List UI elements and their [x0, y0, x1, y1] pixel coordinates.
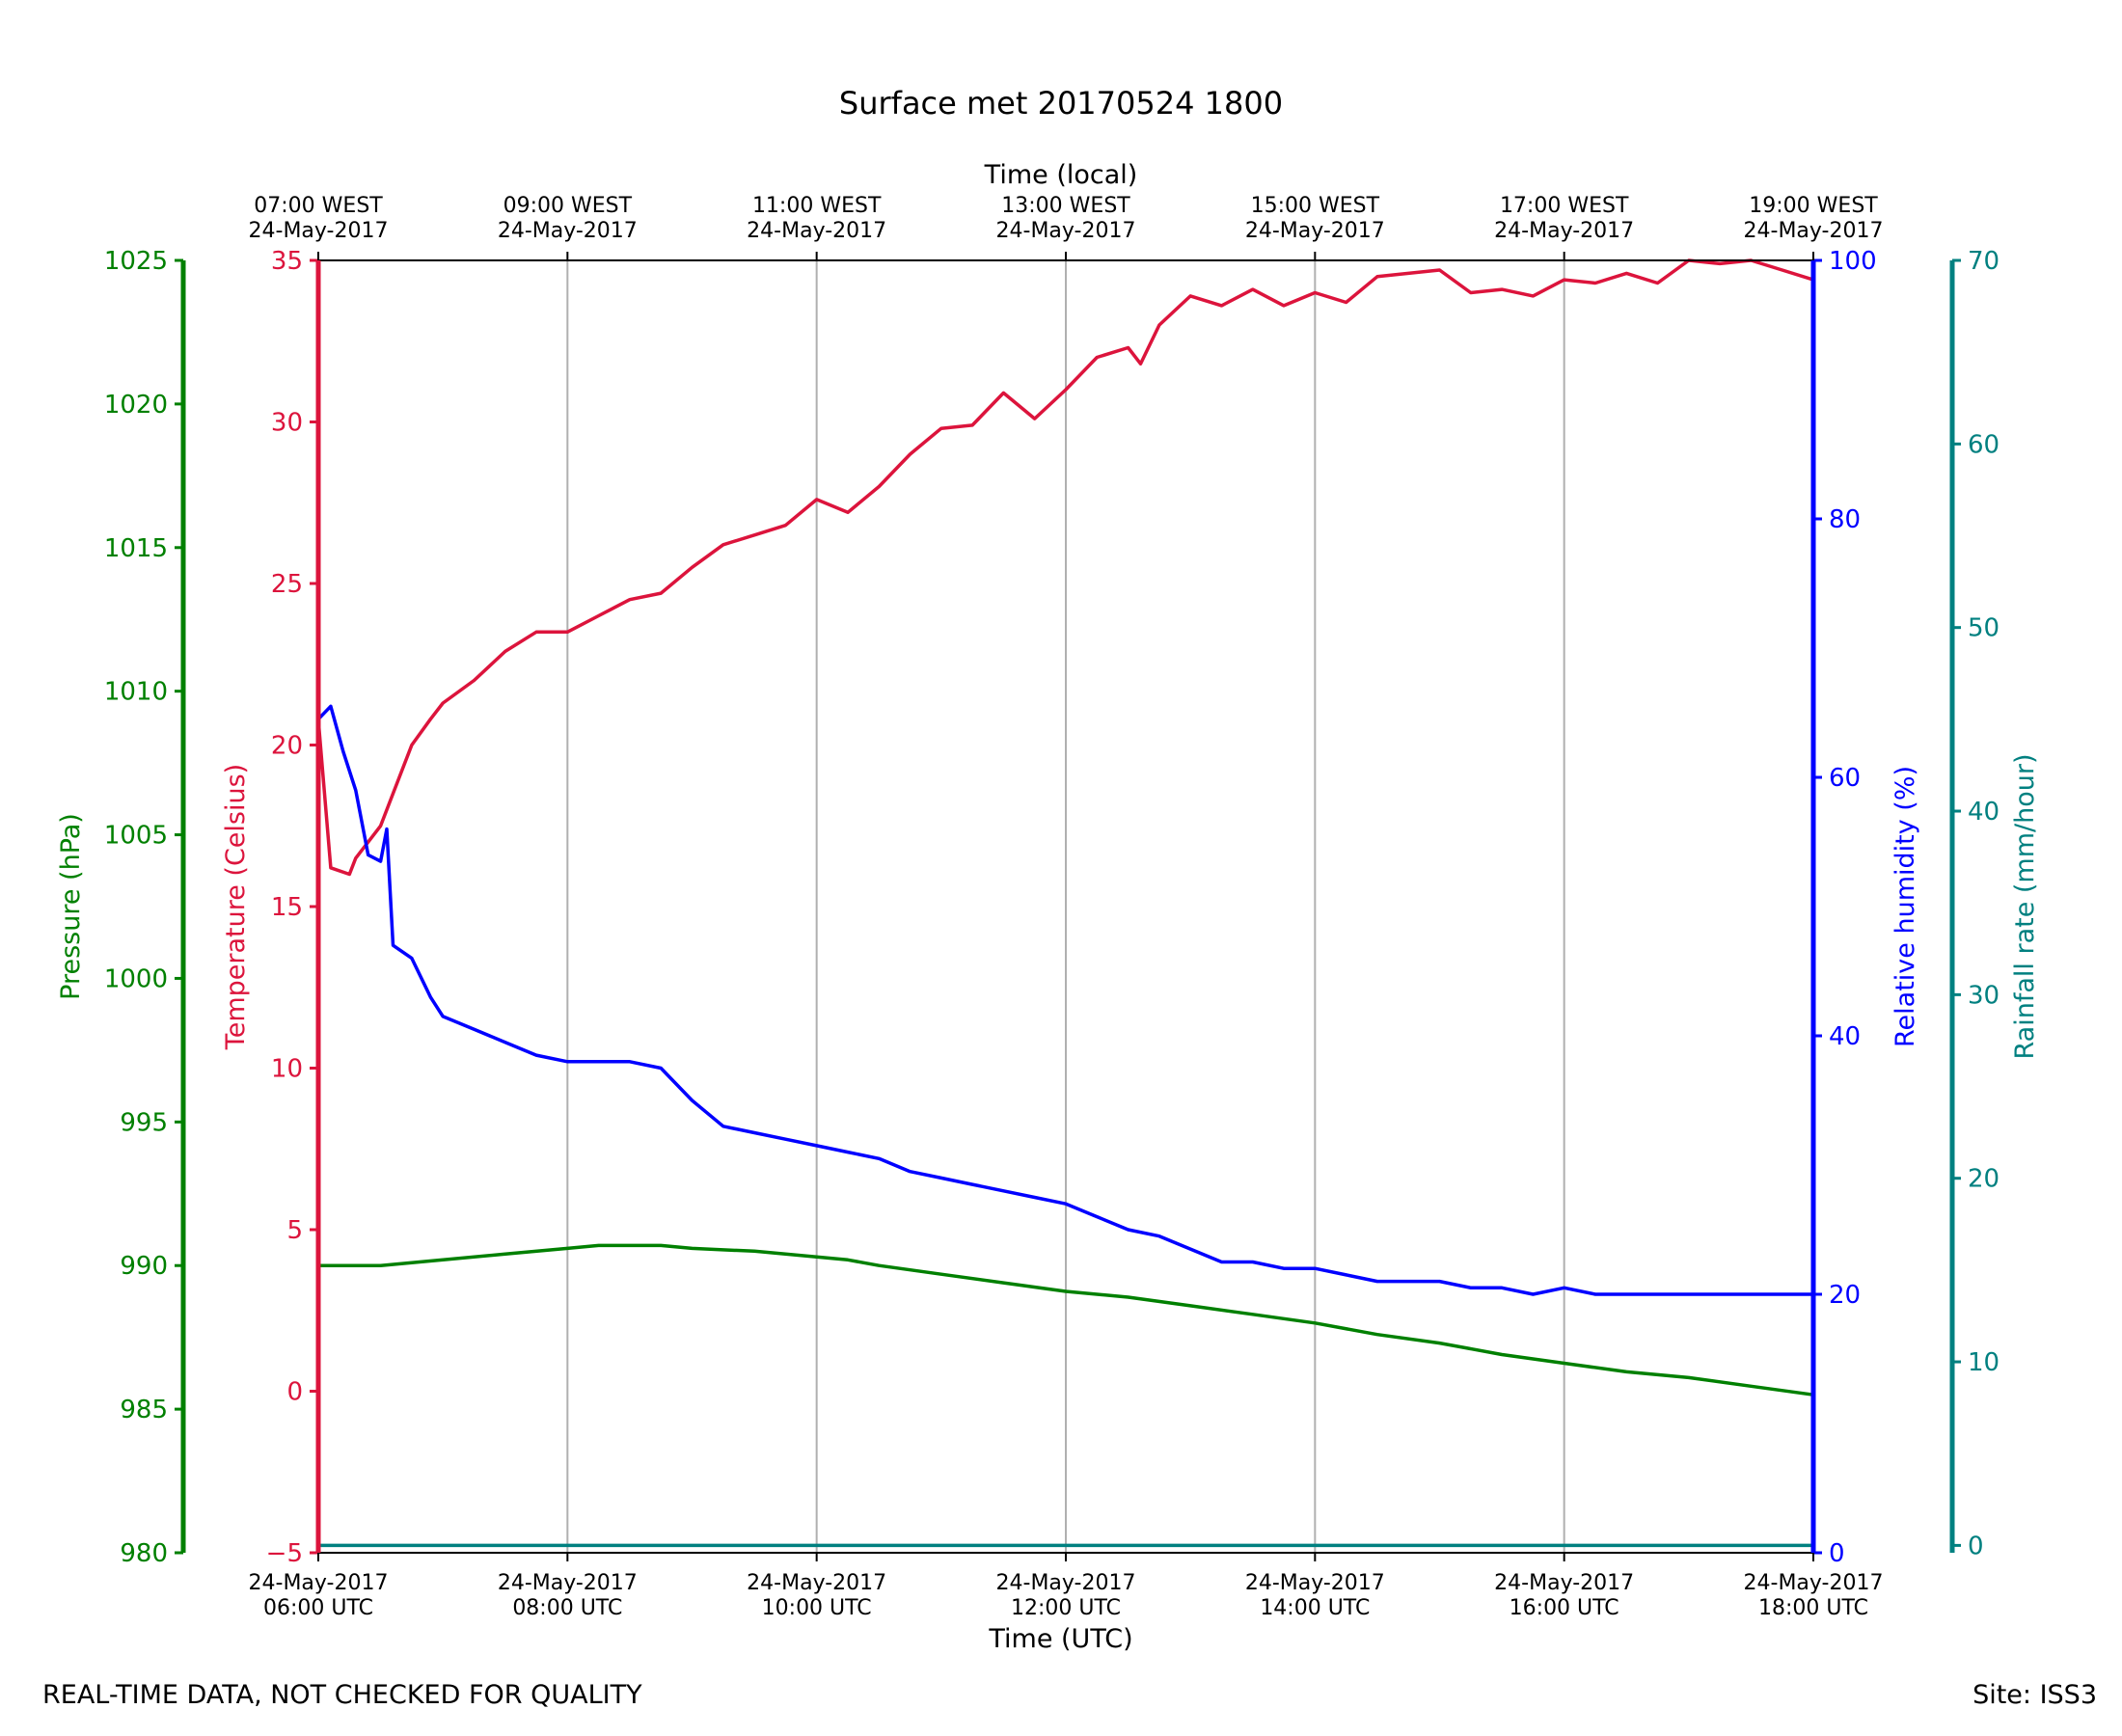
temperature-tick-label: −5: [266, 1539, 303, 1568]
temperature-tick-label: 15: [271, 893, 303, 922]
x-tick-label-date: 24-May-2017: [1744, 1571, 1884, 1595]
rainfall-tick-label: 70: [1968, 247, 2000, 276]
x-top-label-date: 24-May-2017: [249, 219, 389, 243]
x-tick-label-time: 12:00 UTC: [1011, 1596, 1121, 1620]
temperature-tick-label: 35: [271, 247, 303, 276]
gridlines: [566, 260, 1565, 1553]
pressure-tick-label: 980: [120, 1539, 168, 1568]
rainfall-tick-label: 20: [1968, 1165, 2000, 1194]
rainfall-tick-label: 50: [1968, 614, 2000, 643]
x-tick-label-time: 18:00 UTC: [1758, 1596, 1868, 1620]
x-top-label-time: 15:00 WEST: [1251, 194, 1380, 218]
rainfall-tick-label: 40: [1968, 798, 2000, 827]
pressure-tick-label: 1020: [104, 391, 168, 420]
bottom-axis-label: Time (UTC): [988, 1624, 1132, 1654]
rainfall-tick-label: 30: [1968, 981, 2000, 1010]
x-tick-label-time: 10:00 UTC: [762, 1596, 872, 1620]
x-tick-label-time: 06:00 UTC: [263, 1596, 373, 1620]
x-top-label-date: 24-May-2017: [1245, 219, 1385, 243]
temperature-tick-label: 5: [286, 1216, 303, 1245]
x-tick-label-time: 14:00 UTC: [1260, 1596, 1370, 1620]
x-top-label-time: 07:00 WEST: [254, 194, 383, 218]
x-top-label-time: 09:00 WEST: [503, 194, 633, 218]
x-top-label-date: 24-May-2017: [747, 219, 886, 243]
x-tick-label-date: 24-May-2017: [1245, 1571, 1385, 1595]
x-top-label-date: 24-May-2017: [1744, 219, 1884, 243]
axes-layer: 980985990995100010051010101510201025−505…: [104, 247, 2000, 1568]
site-label: Site: ISS3: [1972, 1680, 2097, 1710]
humidity-tick-label: 20: [1829, 1281, 1861, 1310]
temperature-tick-label: 20: [271, 732, 303, 761]
temperature-tick-label: 10: [271, 1055, 303, 1084]
x-tick-label-date: 24-May-2017: [249, 1571, 389, 1595]
series-layer: [316, 258, 1814, 1548]
x-top-label-time: 11:00 WEST: [752, 194, 882, 218]
pressure-axis-label: Pressure (hPa): [56, 813, 86, 1000]
rainfall-tick-label: 0: [1968, 1532, 1984, 1560]
x-top-label-time: 13:00 WEST: [1001, 194, 1130, 218]
x-tick-label-date: 24-May-2017: [996, 1571, 1136, 1595]
pressure-tick-label: 1005: [104, 822, 168, 851]
humidity-axis-label: Relative humidity (%): [1891, 766, 1920, 1047]
pressure-tick-label: 1000: [104, 964, 168, 993]
humidity-tick-label: 80: [1829, 505, 1861, 534]
x-top-label-time: 19:00 WEST: [1749, 194, 1878, 218]
x-top-label-date: 24-May-2017: [1494, 219, 1634, 243]
temperature-tick-label: 30: [271, 409, 303, 438]
x-tick-label-time: 16:00 UTC: [1510, 1596, 1619, 1620]
x-top-label-date: 24-May-2017: [996, 219, 1136, 243]
pressure-tick-label: 995: [120, 1108, 168, 1137]
x-top-label-date: 24-May-2017: [498, 219, 638, 243]
temperature-tick-label: 25: [271, 570, 303, 599]
pressure-tick-label: 1015: [104, 534, 168, 563]
pressure-tick-label: 985: [120, 1396, 168, 1424]
rainfall-tick-label: 60: [1968, 430, 2000, 459]
humidity-tick-label: 100: [1829, 247, 1877, 276]
pressure-tick-label: 1025: [104, 247, 168, 276]
rainfall-axis-label: Rainfall rate (mm/hour): [2010, 754, 2040, 1060]
rainfall-tick-label: 10: [1968, 1348, 2000, 1377]
x-tick-label-date: 24-May-2017: [747, 1571, 886, 1595]
humidity-tick-label: 0: [1829, 1539, 1845, 1568]
series-line-temperature: [316, 258, 1814, 877]
x-top-label-time: 17:00 WEST: [1500, 194, 1629, 218]
pressure-tick-label: 990: [120, 1252, 168, 1281]
x-tick-label-date: 24-May-2017: [1494, 1571, 1634, 1595]
top-axis-label: Time (local): [984, 160, 1138, 190]
temperature-tick-label: 0: [286, 1378, 303, 1407]
quality-note: REAL-TIME DATA, NOT CHECKED FOR QUALITY: [42, 1680, 642, 1710]
x-tick-label-time: 08:00 UTC: [512, 1596, 622, 1620]
chart-title: Surface met 20170524 1800: [839, 85, 1283, 122]
x-tick-label-date: 24-May-2017: [498, 1571, 638, 1595]
humidity-tick-label: 60: [1829, 764, 1861, 793]
temperature-axis-label: Temperature (Celsius): [221, 764, 251, 1050]
pressure-tick-label: 1010: [104, 678, 168, 707]
humidity-tick-label: 40: [1829, 1022, 1861, 1051]
series-line-pressure: [318, 1243, 1814, 1397]
series-line-humidity: [316, 704, 1813, 1296]
